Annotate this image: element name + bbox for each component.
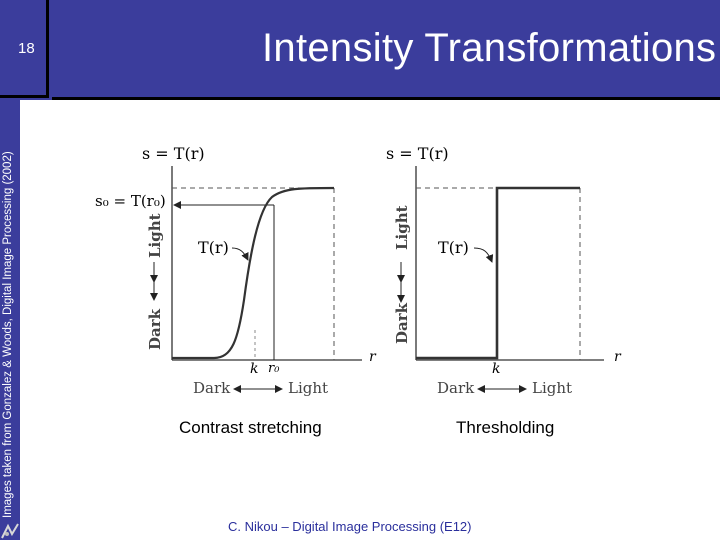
right-equation: s = T(r): [386, 144, 449, 163]
right-y-dark: Dark: [393, 302, 411, 344]
left-caption: Contrast stretching: [179, 418, 322, 437]
left-tick-r0: r₀: [268, 361, 280, 376]
left-s0-label: s₀ = T(r₀): [95, 192, 166, 210]
slide-number: 18: [18, 40, 35, 57]
left-equation: s = T(r): [142, 144, 205, 163]
right-caption: Thresholding: [456, 418, 555, 437]
left-y-dark: Dark: [146, 308, 164, 350]
left-tick-k: k: [250, 361, 259, 377]
side-strip: [0, 100, 20, 540]
right-curve-label: T(r): [438, 238, 469, 257]
right-x-dark: Dark: [437, 379, 475, 397]
left-curve-label: T(r): [198, 238, 229, 257]
title-box: [52, 0, 720, 100]
right-y-light: Light: [393, 205, 411, 250]
right-figure: [397, 166, 604, 393]
right-x-light: Light: [532, 379, 573, 397]
left-x-dark: Dark: [193, 379, 231, 397]
left-y-light: Light: [146, 213, 164, 258]
slide-title: Intensity Transformations: [262, 26, 717, 70]
right-axis-r: r: [614, 349, 621, 365]
left-x-light: Light: [288, 379, 329, 397]
left-figure: [150, 166, 362, 393]
slide-number-box: 18: [0, 0, 49, 98]
footer-credit: C. Nikou – Digital Image Processing (E12…: [228, 519, 472, 534]
left-transform-curve: [172, 186, 335, 360]
left-axis-r: r: [369, 349, 376, 365]
right-threshold-step: [416, 186, 580, 360]
right-tick-k: k: [492, 361, 501, 377]
corner-logo-icon: [0, 522, 20, 540]
